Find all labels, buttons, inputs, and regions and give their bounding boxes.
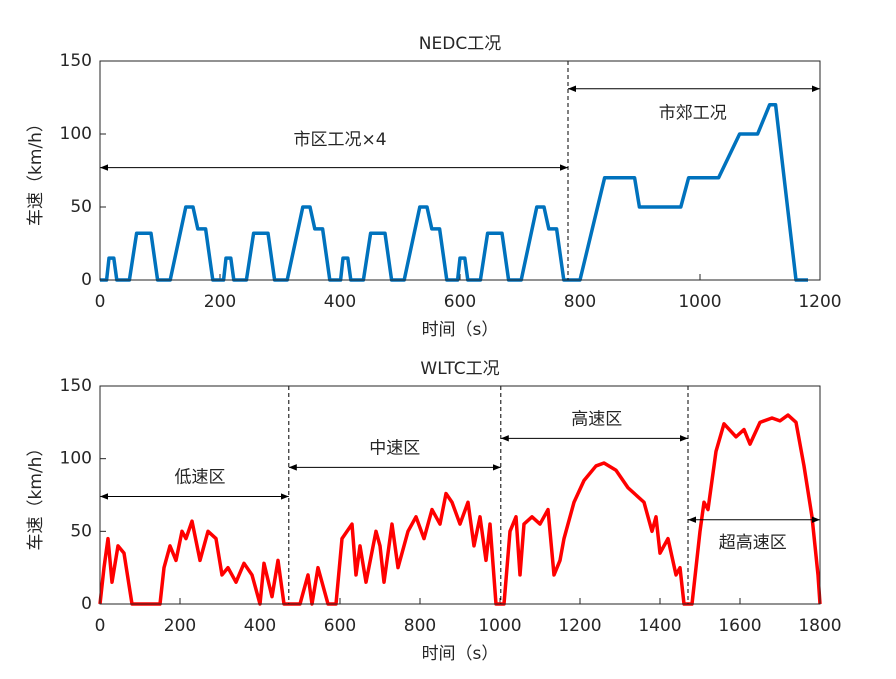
y-tick-label: 0 (81, 594, 92, 614)
annotation: 超高速区 (719, 533, 787, 553)
x-tick-label: 800 (404, 616, 436, 636)
x-tick-label: 600 (324, 616, 356, 636)
y-tick-label: 100 (60, 124, 92, 144)
x-tick-label: 0 (95, 616, 106, 636)
y-tick-label: 50 (70, 521, 92, 541)
y-tick-label: 100 (60, 449, 92, 469)
x-axis-label: 时间（s） (422, 644, 499, 664)
annotation: 高速区 (571, 409, 622, 429)
chart-title: NEDC工况 (419, 34, 501, 54)
x-tick-label: 200 (164, 616, 196, 636)
y-axis-label: 车速（km/h） (26, 440, 46, 551)
speed-line (100, 103, 808, 282)
y-tick-label: 150 (60, 51, 92, 71)
x-tick-label: 400 (324, 292, 356, 312)
x-axis-label: 时间（s） (422, 320, 499, 340)
x-tick-label: 0 (95, 292, 106, 312)
x-tick-label: 1800 (798, 616, 841, 636)
x-tick-label: 1200 (798, 292, 841, 312)
x-tick-label: 1000 (478, 616, 521, 636)
axes-frame (99, 385, 821, 605)
annotation: 市区工况×4 (293, 130, 386, 150)
x-tick-label: 400 (244, 616, 276, 636)
axes-frame (99, 60, 821, 281)
x-tick-label: 1200 (558, 616, 601, 636)
chart-title: WLTC工况 (420, 359, 499, 379)
x-tick-label: 600 (444, 292, 476, 312)
x-tick-label: 1400 (638, 616, 681, 636)
y-tick-label: 50 (70, 197, 92, 217)
x-tick-label: 1600 (718, 616, 761, 636)
annotation: 市郊工况 (659, 104, 727, 124)
speed-line (98, 413, 822, 606)
x-tick-label: 800 (564, 292, 596, 312)
x-tick-label: 1000 (678, 292, 721, 312)
x-tick-label: 200 (204, 292, 236, 312)
y-tick-label: 0 (81, 270, 92, 290)
y-tick-label: 150 (60, 376, 92, 396)
y-axis-label: 车速（km/h） (26, 115, 46, 226)
annotation: 中速区 (369, 438, 420, 458)
annotation: 低速区 (175, 468, 226, 488)
